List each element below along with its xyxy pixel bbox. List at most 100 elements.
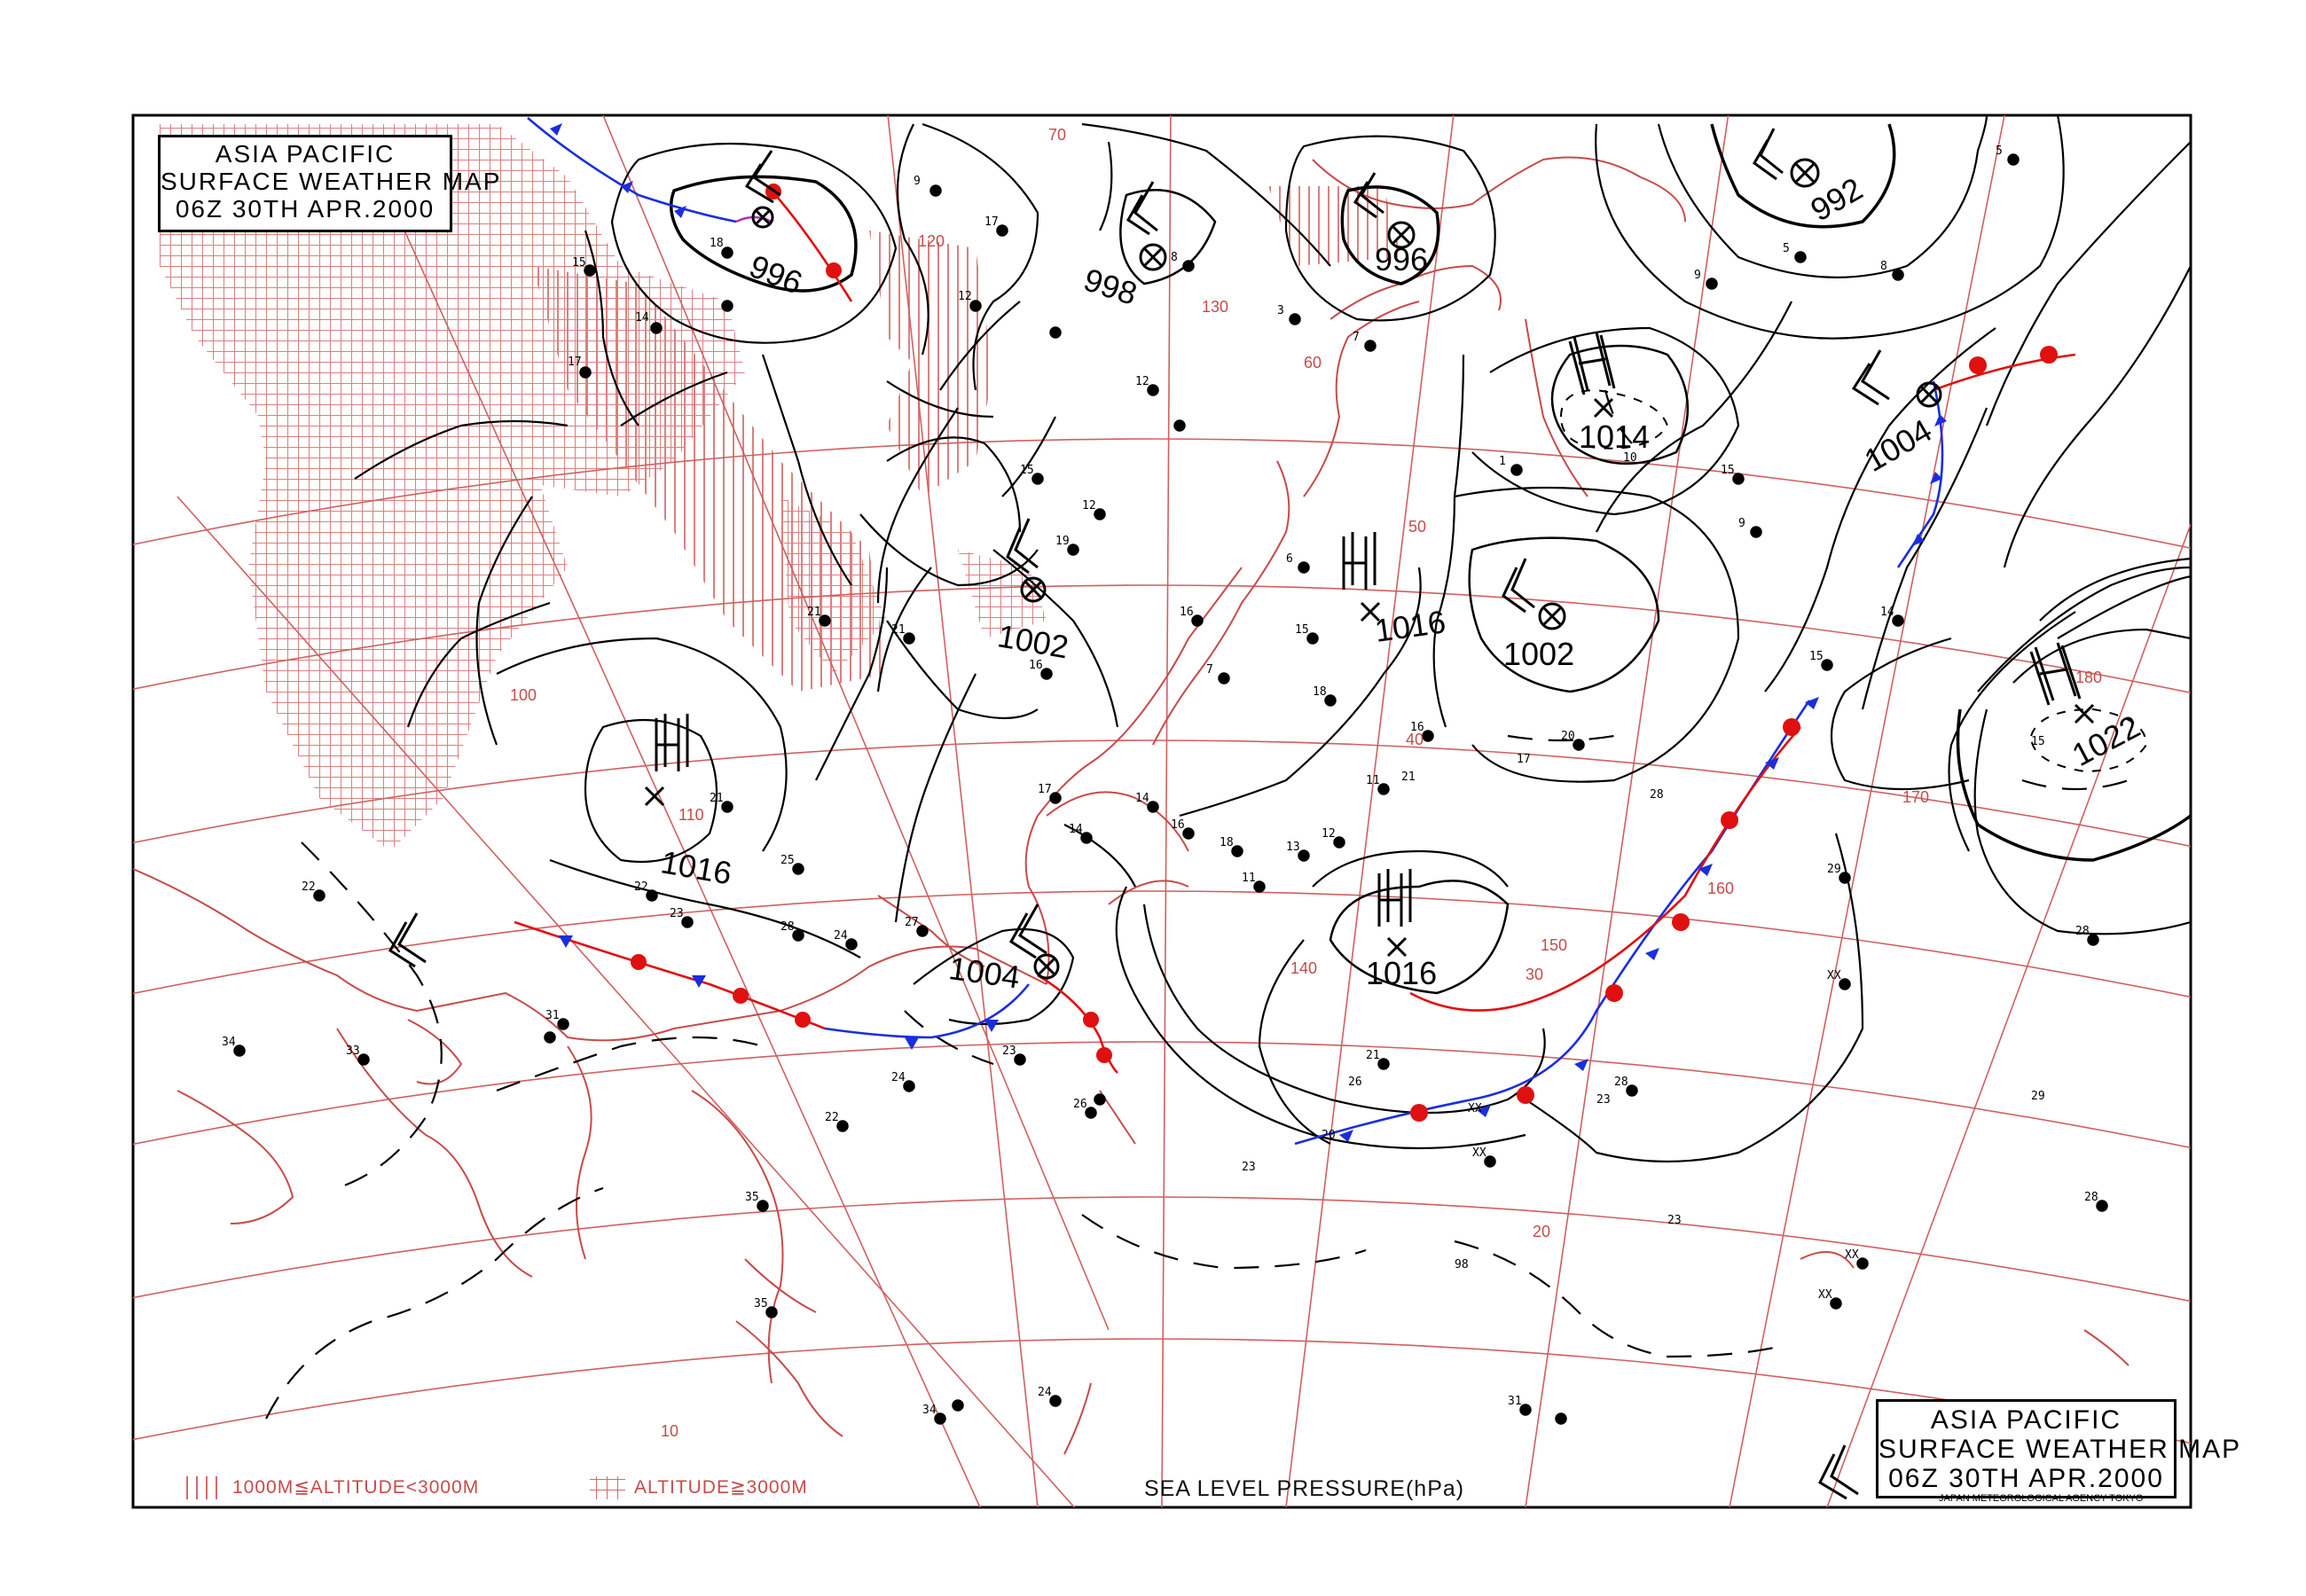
svg-text:7: 7 bbox=[1353, 331, 1360, 344]
svg-text:29: 29 bbox=[1827, 863, 1841, 876]
high-center bbox=[644, 714, 689, 807]
lon-label: 160 bbox=[1707, 880, 1734, 897]
warm-front bbox=[1933, 353, 2076, 392]
svg-text:24: 24 bbox=[1038, 1386, 1052, 1399]
svg-text:34: 34 bbox=[922, 1404, 937, 1417]
svg-text:98: 98 bbox=[1455, 1258, 1469, 1271]
title-box-bottom: ASIA PACIFIC SURFACE WEATHER MAP 06Z 30T… bbox=[1876, 1399, 2242, 1498]
svg-text:31: 31 bbox=[545, 1009, 560, 1022]
pressure-value-1014: 1014 bbox=[1579, 419, 1650, 455]
svg-text:25: 25 bbox=[780, 854, 795, 867]
title-line-3: 06Z 30TH APR.2000 bbox=[1888, 1464, 2164, 1493]
lat-label: 20 bbox=[1533, 1223, 1550, 1240]
grid-labels: 10 20 30 40 50 60 70 100 110 120 130 140… bbox=[510, 126, 2102, 1440]
pressure-value-996-b: 996 bbox=[1375, 241, 1428, 278]
svg-text:6: 6 bbox=[1286, 552, 1293, 566]
pressure-value-1002-b: 1002 bbox=[1503, 636, 1574, 672]
svg-text:21: 21 bbox=[891, 623, 906, 637]
svg-text:14: 14 bbox=[1880, 606, 1894, 619]
legend-mid-altitude: 1000M≦ALTITUDE<3000M bbox=[232, 1477, 480, 1498]
svg-text:29: 29 bbox=[2031, 1090, 2045, 1103]
pressure-value-1016-c: 1016 bbox=[1366, 955, 1437, 991]
svg-text:23: 23 bbox=[1596, 1093, 1611, 1107]
low-center bbox=[1353, 172, 1416, 249]
svg-text:21: 21 bbox=[807, 606, 821, 619]
legend-high-altitude: ALTITUDE≧3000M bbox=[634, 1477, 808, 1498]
title-line-1: ASIA PACIFIC bbox=[215, 140, 396, 168]
lon-label: 110 bbox=[678, 806, 704, 824]
svg-text:33: 33 bbox=[346, 1044, 360, 1058]
svg-text:19: 19 bbox=[1055, 535, 1070, 548]
warm-front bbox=[1037, 974, 1118, 1074]
high-center bbox=[1568, 332, 1616, 419]
svg-text:3: 3 bbox=[1277, 304, 1284, 317]
svg-text:XX: XX bbox=[1827, 969, 1841, 982]
svg-text:16: 16 bbox=[1029, 659, 1043, 672]
latlon-grid bbox=[133, 115, 2191, 1507]
svg-text:22: 22 bbox=[825, 1111, 839, 1124]
svg-text:14: 14 bbox=[635, 311, 649, 325]
cold-front bbox=[527, 117, 737, 223]
svg-text:27: 27 bbox=[905, 916, 919, 929]
cold-front bbox=[824, 983, 1031, 1039]
sea-level-label: SEA LEVEL PRESSURE(hPa) bbox=[1144, 1476, 1465, 1501]
lat-label: 60 bbox=[1304, 354, 1322, 372]
svg-text:23: 23 bbox=[1667, 1214, 1682, 1227]
svg-text:9: 9 bbox=[1738, 517, 1745, 530]
svg-text:13: 13 bbox=[1286, 841, 1300, 854]
svg-text:18: 18 bbox=[710, 237, 724, 250]
low-center bbox=[1126, 181, 1167, 271]
title-line-2: SURFACE WEATHER MAP bbox=[1879, 1435, 2242, 1464]
svg-text:15: 15 bbox=[572, 256, 586, 270]
svg-text:12: 12 bbox=[1082, 499, 1096, 512]
low-center bbox=[1851, 349, 1942, 408]
svg-text:31: 31 bbox=[1508, 1395, 1522, 1408]
svg-text:17: 17 bbox=[1038, 783, 1052, 796]
title-line-1: ASIA PACIFIC bbox=[1930, 1405, 2122, 1435]
svg-text:XX: XX bbox=[1468, 1102, 1482, 1115]
svg-text:24: 24 bbox=[891, 1071, 906, 1084]
lat-label: 70 bbox=[1048, 126, 1066, 144]
lat-label: 50 bbox=[1408, 518, 1426, 536]
title-line-2: SURFACE WEATHER MAP bbox=[161, 167, 502, 195]
high-center bbox=[2029, 642, 2095, 724]
svg-text:5: 5 bbox=[1783, 242, 1790, 255]
dashed-isobars bbox=[265, 389, 2130, 1420]
svg-text:8: 8 bbox=[1880, 260, 1887, 273]
low-center bbox=[744, 150, 781, 229]
svg-text:15: 15 bbox=[1809, 650, 1824, 663]
low-center bbox=[1753, 128, 1820, 188]
svg-text:15: 15 bbox=[1020, 464, 1034, 477]
low-center bbox=[1502, 558, 1566, 630]
svg-text:12: 12 bbox=[958, 290, 972, 303]
svg-text:23: 23 bbox=[1242, 1161, 1256, 1174]
low-center bbox=[388, 912, 427, 968]
isobars bbox=[354, 115, 2191, 1163]
svg-text:16: 16 bbox=[1171, 818, 1185, 832]
svg-text:35: 35 bbox=[745, 1191, 759, 1204]
svg-text:12: 12 bbox=[1135, 375, 1149, 388]
high-center bbox=[1377, 869, 1412, 958]
svg-text:14: 14 bbox=[1069, 823, 1083, 836]
svg-text:XX: XX bbox=[1845, 1248, 1859, 1262]
legend-swatch-mid bbox=[184, 1476, 220, 1499]
lon-label: 170 bbox=[1902, 788, 1929, 806]
svg-text:15: 15 bbox=[1295, 623, 1309, 637]
svg-text:28: 28 bbox=[1650, 788, 1664, 802]
svg-text:20: 20 bbox=[1561, 730, 1575, 743]
warm-front bbox=[771, 190, 853, 302]
svg-text:11: 11 bbox=[1242, 872, 1256, 885]
svg-text:XX: XX bbox=[1472, 1146, 1486, 1160]
svg-text:15: 15 bbox=[2031, 735, 2045, 748]
lon-label: 150 bbox=[1541, 936, 1567, 954]
svg-text:35: 35 bbox=[754, 1297, 768, 1310]
svg-text:15: 15 bbox=[1721, 464, 1735, 477]
svg-text:22: 22 bbox=[634, 880, 648, 894]
svg-text:21: 21 bbox=[1401, 771, 1416, 784]
svg-text:7: 7 bbox=[1206, 663, 1213, 677]
high-center bbox=[1342, 532, 1381, 622]
svg-text:10: 10 bbox=[1623, 451, 1637, 465]
low-center bbox=[1008, 904, 1060, 980]
svg-text:21: 21 bbox=[710, 792, 724, 805]
